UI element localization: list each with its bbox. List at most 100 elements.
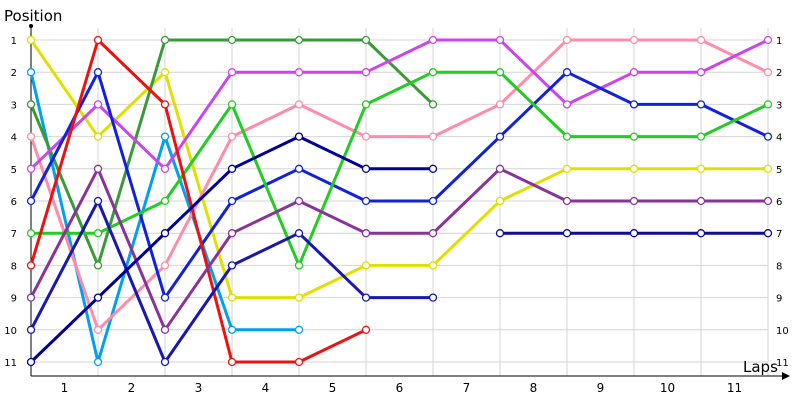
series-1-point [93,132,103,141]
series-11-point [361,164,371,173]
y-tick-label-left: 2 [11,68,17,79]
series-8-point [160,100,170,109]
x-tick-label: 9 [597,381,605,395]
x-tick-label: 4 [262,381,270,395]
series-3-point [93,261,103,270]
series-6-point [93,68,103,77]
series-11-point [227,164,237,173]
x-tick-label: 8 [530,381,538,395]
series-10-point [93,196,103,206]
series-7-point [428,68,438,77]
series-line-7 [31,70,769,267]
series-12-point [495,229,505,238]
series-3-point [361,35,371,45]
series-6-point [495,132,505,141]
series-9-point [629,196,639,206]
series-11-point [294,132,304,141]
y-tick-label-right: 7 [776,229,782,240]
series-5-point [495,35,505,45]
series-5-point [294,68,304,77]
series-4-point [294,100,304,109]
y-tick-label-right: 5 [776,165,782,176]
y-tick-label-right: 3 [776,100,782,111]
y-tick-labels-left: 1 2 3 4 5 6 7 8 9 10 11 [4,36,17,369]
series-9-point [696,196,706,206]
x-tick-label: 10 [660,381,675,395]
x-tick-label: 6 [396,381,404,395]
series-line-1 [29,39,768,300]
series-7-point [26,229,36,238]
series-6-point [763,132,773,141]
series-6-point [361,196,371,206]
series-6-point [26,196,36,206]
series-9-point [495,164,505,173]
series-line-8 [29,38,367,364]
series-5-point [361,68,371,77]
y-tick-label-right: 1 [776,36,782,47]
series-1-point [696,164,706,173]
series-9-point [93,164,103,173]
series-4-point [26,132,36,141]
y-tick-label-left: 8 [11,261,17,272]
series-line-5 [29,38,769,171]
series-8-point [294,357,304,367]
series-11-point [428,164,438,173]
y-axis-title: Position [4,7,62,25]
y-tick-label-right: 11 [776,358,789,369]
series-6-point [160,293,170,302]
series-7-point [294,261,304,270]
series-9-point [26,293,36,302]
y-tick-label-left: 4 [11,133,17,144]
series-11-point [26,357,36,367]
y-tick-label-left: 1 [11,36,17,47]
series-10-point [428,293,438,302]
series-3-point [294,35,304,45]
y-axis-arrow-tip [29,24,33,28]
series-2-point [294,325,304,334]
series-8-point [227,357,237,367]
series-10-point [227,261,237,270]
series-8-point [26,261,36,270]
series-6-point [294,164,304,173]
series-2-point [160,132,170,141]
series-9-point [763,196,773,206]
series-9-point [562,196,572,206]
series-9-point [227,229,237,238]
series-3-point [160,35,170,45]
series-5-point [629,68,639,77]
series-4-point [629,35,639,45]
series-12-point [696,229,706,238]
series-1-point [361,261,371,270]
series-1-point [294,293,304,302]
series-5-point [562,100,572,109]
y-tick-label-left: 10 [4,326,17,337]
y-tick-label-right: 2 [776,68,782,79]
series-7-point [227,100,237,109]
series-4-point [93,325,103,334]
series-6-point [562,68,572,77]
series-2-point [26,68,36,77]
series-5-point [160,164,170,173]
series-4-point [696,35,706,45]
series-5-point [93,100,103,109]
series-4-point [227,132,237,141]
series-1-point [160,68,170,77]
x-tick-label: 2 [128,381,136,395]
y-tick-label-left: 7 [11,229,17,240]
series-9-point [294,196,304,206]
series-5-point [696,68,706,77]
series-5-point [428,35,438,45]
series-10-point [294,229,304,238]
series-5-point [26,164,36,173]
x-tick-label: 7 [463,381,471,395]
series-10-point [26,325,36,334]
series-6-point [696,100,706,109]
y-tick-label-left: 9 [11,294,17,305]
series-7-point [495,68,505,77]
x-axis-title: Laps [743,358,778,376]
series-1-point [763,164,773,173]
series-12-point [763,229,773,238]
series-1-point [629,164,639,173]
series-1-point [495,196,505,206]
x-tick-labels: 1 2 3 4 5 6 7 8 9 10 11 [61,381,742,395]
